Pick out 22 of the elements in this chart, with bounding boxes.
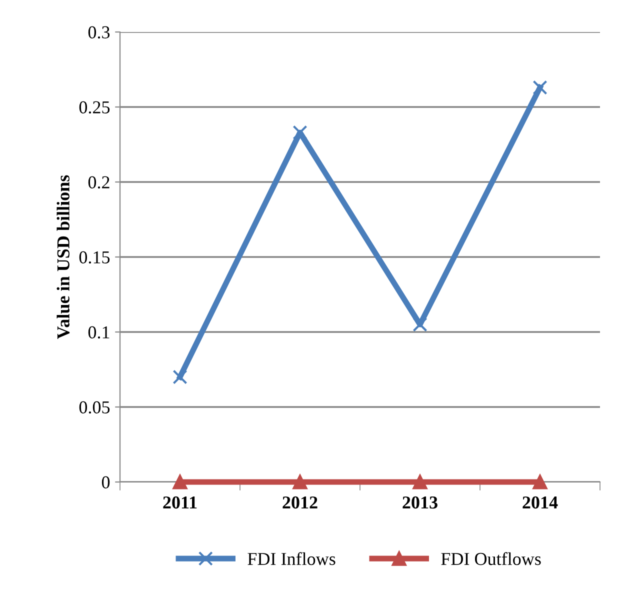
y-tick-label: 0 <box>102 476 110 488</box>
x-tick-label: 2012 <box>282 496 318 509</box>
x-tick-label: 2014 <box>522 496 558 509</box>
y-tick-label: 0.05 <box>79 401 110 414</box>
legend-label: FDI Outflows <box>441 552 541 566</box>
point <box>292 474 308 490</box>
y-tick-label: 0.2 <box>88 176 110 189</box>
x-tick-label: 2013 <box>402 496 438 509</box>
point <box>172 474 188 490</box>
point <box>412 474 428 490</box>
point <box>172 370 188 384</box>
point <box>412 317 428 332</box>
y-tick-label: 0.3 <box>88 26 110 39</box>
point <box>532 474 548 490</box>
y-tick-label: 0.1 <box>88 326 110 339</box>
y-tick-label: 0.15 <box>79 251 110 264</box>
x-tick-label: 2011 <box>163 496 197 509</box>
point <box>532 80 548 95</box>
y-axis-title: Value in USD billions <box>56 175 70 339</box>
y-tick-label: 0.25 <box>79 101 110 114</box>
legend-label: FDI Inflows <box>248 552 336 566</box>
point <box>292 125 308 140</box>
